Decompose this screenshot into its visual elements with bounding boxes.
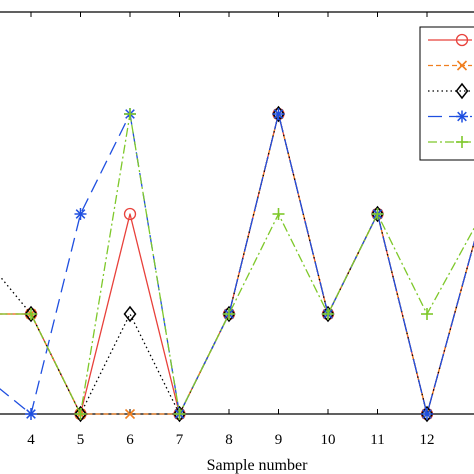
data-point bbox=[24, 305, 38, 323]
x-tick-label: 8 bbox=[225, 432, 233, 448]
data-point bbox=[371, 205, 384, 223]
data-point bbox=[173, 408, 186, 420]
legend-marker bbox=[455, 82, 469, 100]
x-tick-label: 5 bbox=[77, 432, 85, 448]
data-point bbox=[74, 408, 87, 420]
data-point bbox=[123, 305, 137, 323]
legend-entry-1 bbox=[428, 33, 472, 47]
legend-marker bbox=[455, 33, 469, 47]
x-tick-label: 10 bbox=[321, 432, 336, 448]
data-point bbox=[123, 207, 137, 221]
data-point bbox=[272, 105, 285, 123]
legend-entry-2 bbox=[428, 60, 472, 71]
series-line bbox=[0, 113, 474, 415]
data-point bbox=[272, 108, 285, 120]
x-tick-label: 12 bbox=[420, 432, 435, 448]
data-point bbox=[74, 405, 87, 423]
data-point bbox=[124, 408, 136, 420]
legend bbox=[419, 26, 474, 161]
x-axis-label: Sample number bbox=[207, 457, 309, 474]
data-point bbox=[222, 305, 236, 323]
data-point bbox=[25, 308, 37, 320]
x-tick-label: 7 bbox=[176, 432, 184, 448]
data-point bbox=[74, 208, 87, 220]
data-point bbox=[420, 405, 434, 423]
x-tick-label: 6 bbox=[126, 432, 134, 448]
x-tick-label: 11 bbox=[370, 432, 384, 448]
data-point bbox=[173, 405, 186, 423]
data-point bbox=[223, 308, 235, 320]
legend-entry-5 bbox=[428, 136, 472, 148]
legend-entry-3 bbox=[428, 82, 472, 100]
data-point bbox=[421, 308, 433, 320]
data-point bbox=[272, 208, 285, 220]
x-tick-label: 4 bbox=[27, 432, 35, 448]
legend-marker bbox=[456, 110, 468, 123]
data-point bbox=[321, 305, 335, 323]
series-line bbox=[0, 113, 474, 415]
x-tick-label: 9 bbox=[275, 432, 283, 448]
legend-entry-4 bbox=[428, 110, 472, 123]
data-point bbox=[371, 208, 384, 220]
axes: 4 5 6 7 8 9 10 11 12 bbox=[0, 11, 474, 448]
data-point bbox=[124, 108, 136, 120]
data-point bbox=[421, 408, 433, 420]
legend-marker bbox=[456, 60, 468, 71]
legend-marker bbox=[456, 136, 468, 148]
series-layer bbox=[0, 105, 474, 423]
series-5 bbox=[0, 108, 474, 420]
data-point bbox=[25, 408, 37, 420]
data-point bbox=[322, 308, 334, 320]
